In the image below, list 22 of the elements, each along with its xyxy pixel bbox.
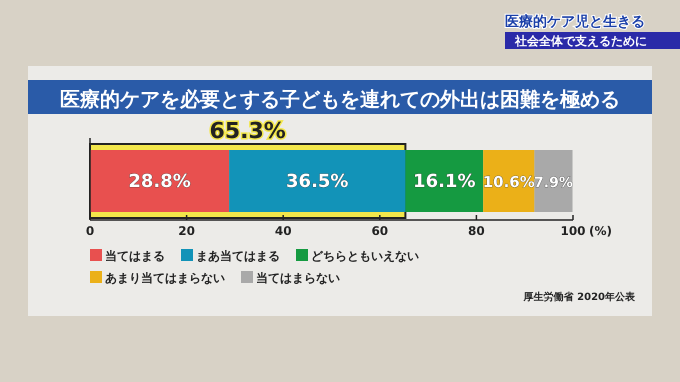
legend-label: 当てはまらない [256,271,340,285]
x-tick-label: 60 [371,224,388,238]
legend-label: まあ当てはまる [196,249,280,263]
text: 厚生労働省 2020年公表 [522,291,636,303]
text: 医療的ケア児と生きる [505,13,645,30]
x-tick-label: 0 [86,224,94,238]
legend-label: あまり当てはまらない [105,271,225,285]
data-label: 7.9% [534,175,573,191]
legend-label: 当てはまる [105,249,165,263]
x-tick-label: 80 [468,224,485,238]
x-tick-label: 20 [178,224,195,238]
text: 社会全体で支えるために [514,34,647,48]
x-axis-title: (%) [589,224,612,238]
x-tick-label: 100 [560,224,586,238]
band-label: 65.3% [210,119,286,144]
data-label: 10.6% [482,173,535,191]
x-tick-label: 40 [274,224,292,238]
data-label: 16.1% [413,171,476,192]
data-label: 36.5% [286,171,348,192]
legend-label: どちらともいえない [311,249,419,263]
chart-title: 医療的ケアを必要とする子どもを連れての外出は困難を極める [60,87,620,111]
data-label: 28.8% [128,171,191,192]
